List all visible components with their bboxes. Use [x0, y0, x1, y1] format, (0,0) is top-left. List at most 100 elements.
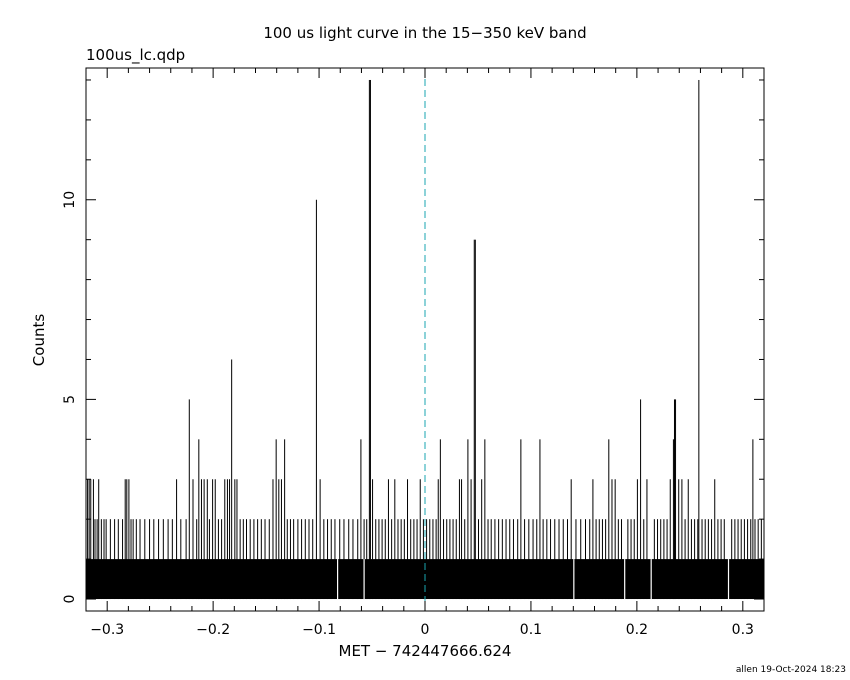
- bar: [673, 399, 675, 600]
- bar: [171, 519, 173, 600]
- bar: [375, 519, 377, 600]
- bar: [315, 199, 317, 600]
- bar: [737, 519, 739, 600]
- bar: [546, 519, 548, 600]
- bar: [694, 519, 696, 600]
- bar: [117, 519, 119, 600]
- bar: [90, 479, 92, 600]
- bar: [443, 519, 445, 600]
- bar: [198, 439, 200, 600]
- bar: [589, 519, 591, 600]
- zero-count-gaps: [337, 559, 730, 600]
- bar: [481, 479, 483, 600]
- bar: [88, 479, 90, 600]
- bar: [731, 519, 733, 600]
- bar: [153, 519, 155, 600]
- bar: [660, 519, 662, 600]
- bar: [368, 79, 370, 600]
- bar: [754, 519, 756, 600]
- chart-title: 100 us light curve in the 15−350 keV ban…: [263, 24, 586, 42]
- bar: [707, 519, 709, 600]
- bar: [334, 519, 336, 600]
- bar: [509, 519, 511, 600]
- bar: [297, 519, 299, 600]
- bar: [363, 519, 365, 600]
- bar: [149, 519, 151, 600]
- x-axis-label: MET − 742447666.624: [339, 642, 512, 660]
- bar: [595, 519, 597, 600]
- bar: [704, 519, 706, 600]
- bar: [188, 399, 190, 600]
- y-tick-label: 5: [62, 395, 78, 404]
- bar: [605, 519, 607, 600]
- bar: [490, 519, 492, 600]
- bar: [474, 239, 476, 600]
- bar: [158, 519, 160, 600]
- bar: [575, 519, 577, 600]
- bar: [720, 519, 722, 600]
- bar: [747, 519, 749, 600]
- bar: [630, 519, 632, 600]
- bar: [214, 479, 216, 600]
- bar: [562, 519, 564, 600]
- bar: [439, 439, 441, 600]
- x-tick-label: −0.2: [196, 622, 230, 638]
- bar: [275, 439, 277, 600]
- bar: [617, 519, 619, 600]
- bar: [528, 519, 530, 600]
- bar: [646, 479, 648, 600]
- bar: [681, 479, 683, 600]
- bar: [672, 439, 674, 600]
- bar: [717, 519, 719, 600]
- bar: [711, 519, 713, 600]
- bar: [467, 439, 469, 600]
- bar: [517, 519, 519, 600]
- bar: [366, 519, 368, 600]
- bar: [542, 519, 544, 600]
- bar: [352, 519, 354, 600]
- bar: [224, 479, 226, 600]
- bar: [455, 519, 457, 600]
- bar: [678, 479, 680, 600]
- bar: [446, 519, 448, 600]
- bar: [464, 519, 466, 600]
- bar: [601, 519, 603, 600]
- bar: [369, 79, 371, 600]
- bar: [452, 519, 454, 600]
- bar: [94, 519, 96, 600]
- bar: [701, 519, 703, 600]
- bar: [473, 239, 475, 600]
- bar: [653, 519, 655, 600]
- bar: [435, 519, 437, 600]
- bar: [429, 519, 431, 600]
- bar: [339, 519, 341, 600]
- bar: [92, 479, 94, 600]
- bar: [124, 479, 126, 600]
- zero-count-gap: [573, 559, 575, 600]
- bar: [98, 479, 100, 600]
- zero-count-gap: [363, 559, 365, 600]
- bar: [757, 519, 759, 600]
- bar: [203, 479, 205, 600]
- bar: [413, 519, 415, 600]
- bar: [180, 519, 182, 600]
- bar: [360, 439, 362, 600]
- bar: [598, 519, 600, 600]
- bar: [640, 399, 642, 600]
- bar: [221, 519, 223, 600]
- zero-count-gap: [624, 559, 626, 600]
- bar: [410, 519, 412, 600]
- bar: [614, 479, 616, 600]
- bar: [249, 519, 251, 600]
- x-tick-label: 0.2: [626, 622, 648, 638]
- bar: [130, 519, 132, 600]
- bar: [226, 479, 228, 600]
- bar: [343, 519, 345, 600]
- bar: [426, 519, 428, 600]
- bar: [416, 519, 418, 600]
- bar: [698, 79, 700, 600]
- bar: [437, 479, 439, 600]
- bar: [643, 519, 645, 600]
- bar: [280, 479, 282, 600]
- bar: [461, 479, 463, 600]
